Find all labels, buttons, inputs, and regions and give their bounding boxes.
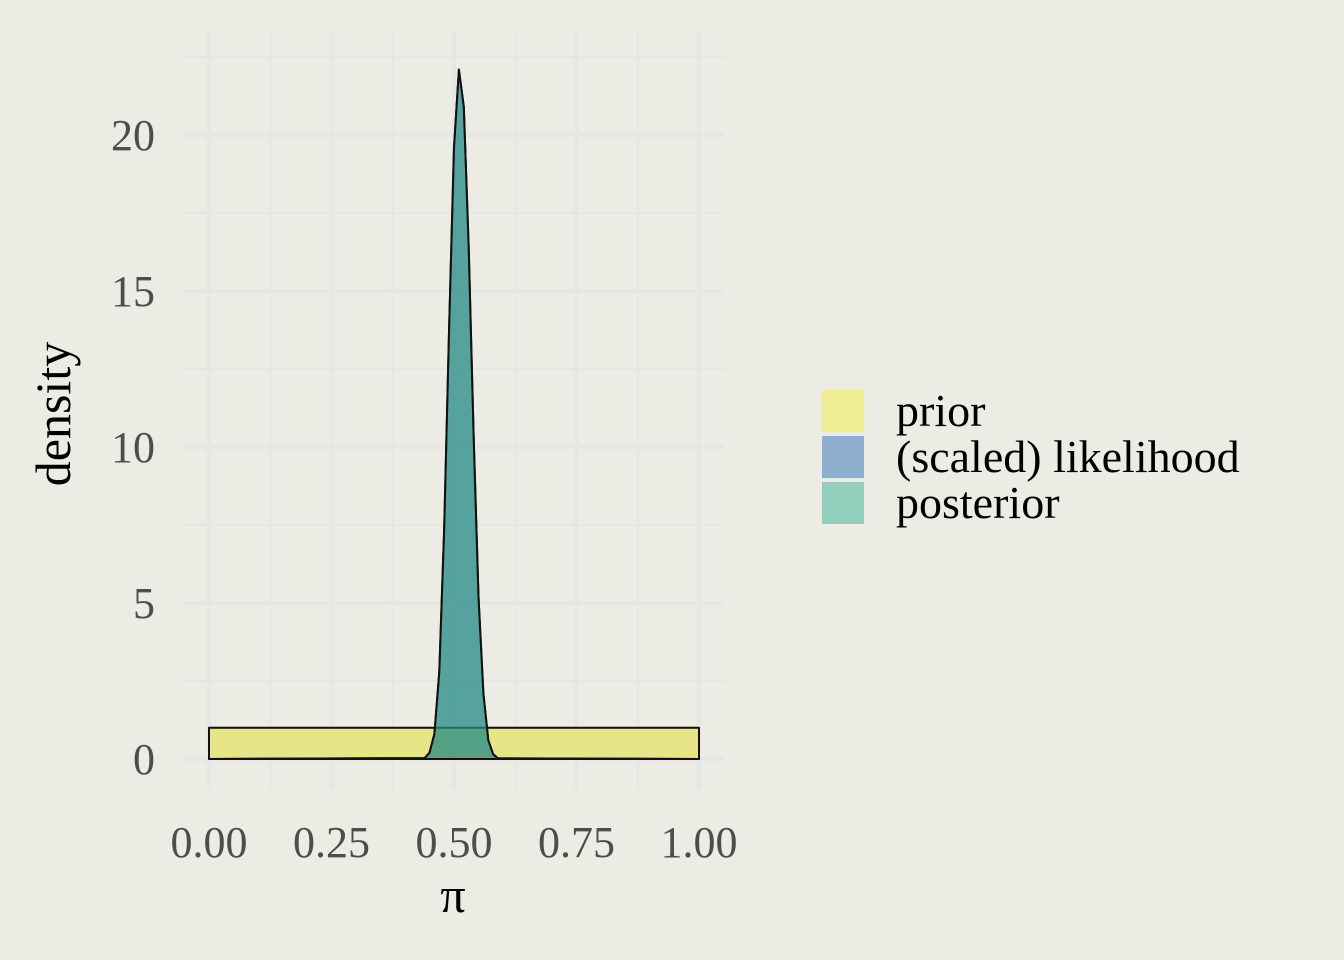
x-tick-label: 0.00 xyxy=(171,818,248,867)
legend-key-swatch xyxy=(822,390,864,432)
legend-label: (scaled) likelihood xyxy=(896,431,1240,482)
x-tick-label: 0.75 xyxy=(538,818,615,867)
y-tick-label: 0 xyxy=(133,735,155,784)
x-axis-title: π xyxy=(440,867,465,923)
y-tick-label: 20 xyxy=(111,111,155,160)
plot-panel xyxy=(184,32,724,790)
y-tick-label: 15 xyxy=(111,267,155,316)
series-area-posterior xyxy=(208,68,700,760)
y-tick-label: 10 xyxy=(111,423,155,472)
x-tick-label: 0.50 xyxy=(416,818,493,867)
y-tick-label: 5 xyxy=(133,579,155,628)
y-axis-title: density xyxy=(25,342,81,486)
legend-label: prior xyxy=(896,385,985,436)
x-tick-label: 0.25 xyxy=(293,818,370,867)
x-axis-ticks: 0.00 0.25 0.50 0.75 1.00 xyxy=(171,818,738,867)
x-tick-label: 1.00 xyxy=(661,818,738,867)
legend-key-swatch xyxy=(822,482,864,524)
y-axis-ticks: 0 5 10 15 20 xyxy=(111,111,155,784)
legend-label: posterior xyxy=(896,477,1060,528)
series-layer xyxy=(208,68,700,760)
legend-key-swatch xyxy=(822,436,864,478)
